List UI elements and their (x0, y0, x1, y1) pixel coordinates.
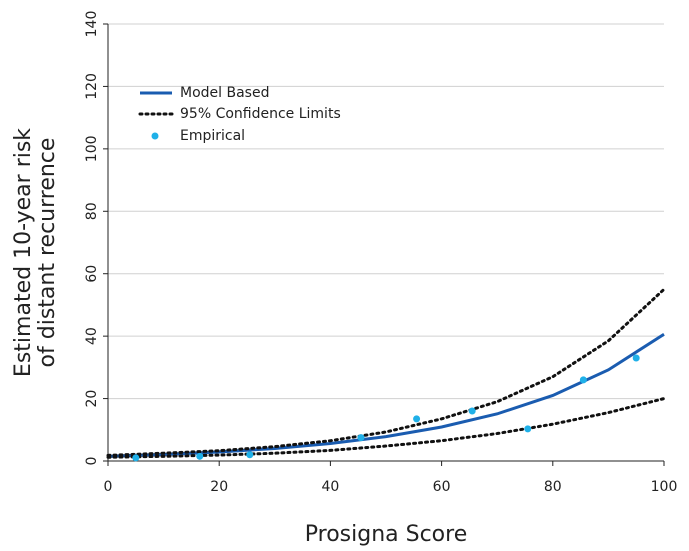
x-tick-label: 40 (321, 479, 339, 495)
empirical-point (413, 415, 421, 423)
y-tick-label: 20 (84, 390, 100, 408)
x-tick-label: 60 (433, 479, 451, 495)
y-tick-label: 0 (84, 457, 100, 466)
legend-label: 95% Confidence Limits (180, 106, 341, 122)
y-tick-label: 60 (84, 265, 100, 283)
legend-label: Empirical (180, 128, 245, 144)
model-line (107, 333, 665, 458)
empirical-point (132, 454, 140, 462)
empirical-point (524, 425, 532, 433)
empirical-point (579, 376, 587, 384)
empirical-point (196, 452, 204, 460)
empirical-point (357, 434, 365, 442)
empirical-point (246, 451, 254, 459)
empirical-point (632, 354, 640, 362)
y-tick-label: 100 (84, 135, 100, 162)
legend-marker (151, 132, 159, 140)
x-tick-label: 100 (651, 479, 678, 495)
y-axis-title: Estimated 10-year risk (11, 128, 36, 377)
y-axis-title: of distant recurrence (35, 138, 60, 368)
x-tick-label: 0 (104, 479, 113, 495)
x-tick-label: 80 (544, 479, 562, 495)
confidence-line (106, 287, 666, 457)
x-axis-title: Prosigna Score (305, 522, 467, 547)
confidence-line (106, 397, 666, 459)
y-tick-label: 140 (84, 11, 100, 38)
empirical-point (468, 407, 476, 415)
y-tick-label: 40 (84, 327, 100, 345)
y-tick-label: 80 (84, 202, 100, 220)
legend-label: Model Based (180, 85, 269, 101)
x-tick-label: 20 (210, 479, 228, 495)
y-tick-label: 120 (84, 73, 100, 100)
